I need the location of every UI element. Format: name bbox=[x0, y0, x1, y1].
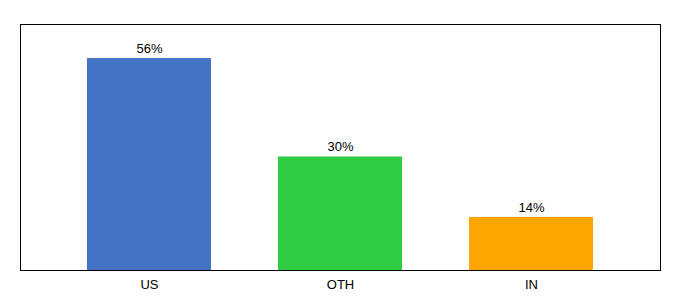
svg-text:56%: 56% bbox=[136, 41, 162, 56]
svg-text:OTH: OTH bbox=[327, 277, 354, 292]
svg-text:US: US bbox=[140, 277, 158, 292]
svg-text:IN: IN bbox=[525, 277, 538, 292]
svg-text:14%: 14% bbox=[518, 200, 544, 215]
svg-text:30%: 30% bbox=[327, 139, 353, 154]
